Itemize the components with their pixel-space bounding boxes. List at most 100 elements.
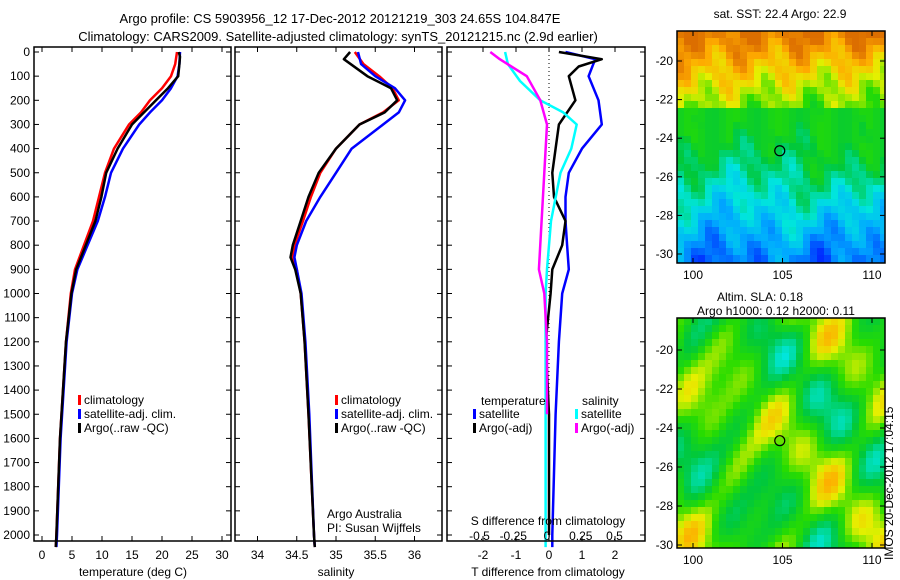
map-cell xyxy=(782,402,789,409)
map-cell xyxy=(684,493,691,500)
map-cell xyxy=(803,157,810,164)
map-cell xyxy=(831,143,838,150)
map-cell xyxy=(782,136,789,143)
map-cell xyxy=(824,80,831,87)
map-cell xyxy=(880,430,885,437)
map-cell xyxy=(859,150,866,157)
map-cell xyxy=(775,192,782,199)
map-cell xyxy=(810,164,817,171)
map-cell xyxy=(761,80,768,87)
map-cell xyxy=(859,374,866,381)
series-climatology xyxy=(291,51,401,548)
map-cell xyxy=(747,437,754,444)
map-cell xyxy=(733,451,740,458)
map-cell xyxy=(838,528,845,535)
map-cell xyxy=(803,94,810,101)
map-cell xyxy=(691,514,698,521)
map-cell xyxy=(768,346,775,353)
map-cell xyxy=(796,52,803,59)
depth-tick-label: 1700 xyxy=(3,456,30,470)
map-cell xyxy=(768,521,775,528)
map-cell xyxy=(698,185,705,192)
map-cell xyxy=(880,500,885,507)
map-cell xyxy=(810,353,817,360)
map-cell xyxy=(873,94,880,101)
map-cell xyxy=(740,59,747,66)
map-cell xyxy=(803,122,810,129)
map-cell xyxy=(859,451,866,458)
map-cell xyxy=(789,402,796,409)
map-cell xyxy=(873,101,880,108)
map-cell xyxy=(873,150,880,157)
temperature-panel: 0 5 10 15 20 25 300100200300400500600700800900… xyxy=(3,45,232,562)
map-cell xyxy=(880,122,885,129)
map-cell xyxy=(866,472,873,479)
map-cell xyxy=(761,430,768,437)
map-cell xyxy=(803,402,810,409)
map-cell xyxy=(719,416,726,423)
map-cell xyxy=(845,150,852,157)
map-cell xyxy=(726,115,733,122)
map-cell xyxy=(782,472,789,479)
map-cell xyxy=(859,178,866,185)
map-cell xyxy=(677,220,684,227)
map-cell xyxy=(789,521,796,528)
map-cell xyxy=(747,367,754,374)
map-cell xyxy=(789,409,796,416)
map-cell xyxy=(761,87,768,94)
map-cell xyxy=(719,66,726,73)
map-cell xyxy=(677,339,684,346)
map-cell xyxy=(831,80,838,87)
map-cell xyxy=(768,339,775,346)
map-cell xyxy=(705,353,712,360)
map-cell xyxy=(852,52,859,59)
map-cell xyxy=(747,500,754,507)
map-cell xyxy=(719,115,726,122)
map-cell xyxy=(810,108,817,115)
map-cell xyxy=(733,220,740,227)
map-cell xyxy=(817,52,824,59)
map-cell xyxy=(761,45,768,52)
map-cell xyxy=(859,87,866,94)
map-cell xyxy=(719,430,726,437)
map-cell xyxy=(705,472,712,479)
map-cell xyxy=(824,493,831,500)
map-cell xyxy=(817,521,824,528)
map-cell xyxy=(796,129,803,136)
map-cell xyxy=(698,136,705,143)
map-cell xyxy=(691,388,698,395)
map-cell xyxy=(754,507,761,514)
map-cell xyxy=(866,227,873,234)
map-cell xyxy=(740,409,747,416)
map-cell xyxy=(761,479,768,486)
map-cell xyxy=(775,535,782,542)
map-cell xyxy=(803,171,810,178)
map-cell xyxy=(838,122,845,129)
map-cell xyxy=(705,52,712,59)
map-cell xyxy=(824,241,831,248)
map-cell xyxy=(726,157,733,164)
map-cell xyxy=(873,493,880,500)
map-cell xyxy=(712,45,719,52)
map-cell xyxy=(845,248,852,255)
map-cell xyxy=(880,73,885,80)
map-cell xyxy=(740,66,747,73)
map-cell xyxy=(719,542,726,548)
map-cell xyxy=(726,521,733,528)
map-cell xyxy=(719,45,726,52)
map-cell xyxy=(775,325,782,332)
map-cell xyxy=(775,150,782,157)
lon-tick-label: 105 xyxy=(772,268,792,282)
map-cell xyxy=(859,129,866,136)
map-cell xyxy=(684,80,691,87)
map-cell xyxy=(733,465,740,472)
map-cell xyxy=(831,108,838,115)
map-cell xyxy=(719,514,726,521)
map-cell xyxy=(803,185,810,192)
map-cell xyxy=(838,45,845,52)
map-cell xyxy=(845,339,852,346)
map-cell xyxy=(698,535,705,542)
map-cell xyxy=(796,381,803,388)
map-cell xyxy=(775,115,782,122)
